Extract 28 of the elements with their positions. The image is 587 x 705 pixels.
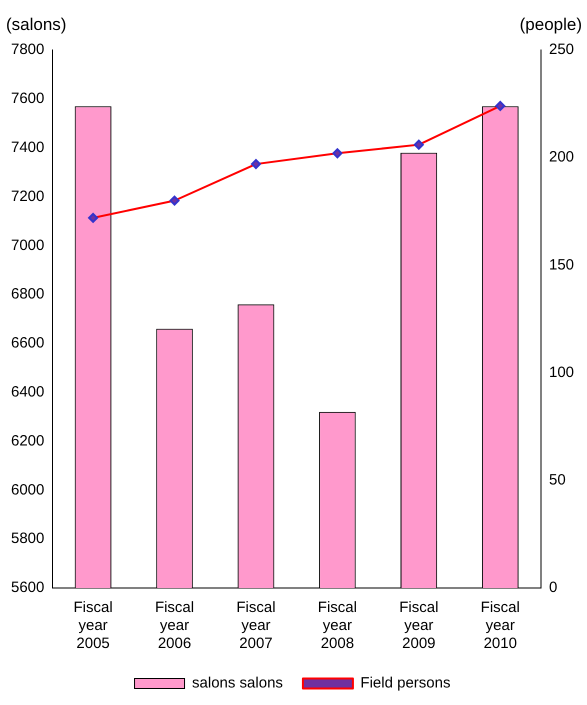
y-tick-label: 5800 (10, 530, 44, 548)
y2-tick-label: 200 (548, 148, 574, 166)
y2-tick-label: 250 (548, 41, 574, 58)
y2-tick-label: 100 (548, 364, 574, 381)
x-tick-label: Fiscal year 2006 (154, 599, 194, 652)
x-tick-label: Fiscal year 2009 (399, 599, 438, 652)
y-axis-title: (salons) (6, 15, 66, 34)
legend-label: salons salons (192, 674, 283, 692)
x-tick-label: Fiscal year 2005 (74, 599, 113, 652)
x-tick-label: Fiscal year 2010 (480, 599, 520, 652)
y-tick-label: 6200 (10, 432, 44, 450)
y-tick-label: 7200 (10, 188, 44, 205)
y-tick-label: 6000 (10, 481, 44, 498)
x-tick-label: Fiscal year 2008 (318, 599, 357, 652)
y2-tick-label: 50 (548, 472, 566, 489)
legend-label: Field persons (360, 674, 450, 692)
y2-axis-title: (people) (520, 15, 582, 34)
y-tick-label: 6600 (10, 334, 44, 352)
y-tick-label: 7000 (10, 236, 44, 254)
y-tick-label: 6800 (10, 286, 44, 303)
y-tick-label: 7400 (10, 138, 44, 156)
y-tick-label: 7800 (10, 41, 44, 58)
y-tick-label: 5600 (10, 579, 44, 596)
y-tick-label: 6400 (10, 384, 44, 401)
y-tick-label: 7600 (10, 90, 44, 108)
y2-tick-label: 150 (548, 256, 574, 274)
x-tick-label: Fiscal year 2007 (236, 599, 276, 652)
y2-tick-label: 0 (548, 579, 558, 596)
